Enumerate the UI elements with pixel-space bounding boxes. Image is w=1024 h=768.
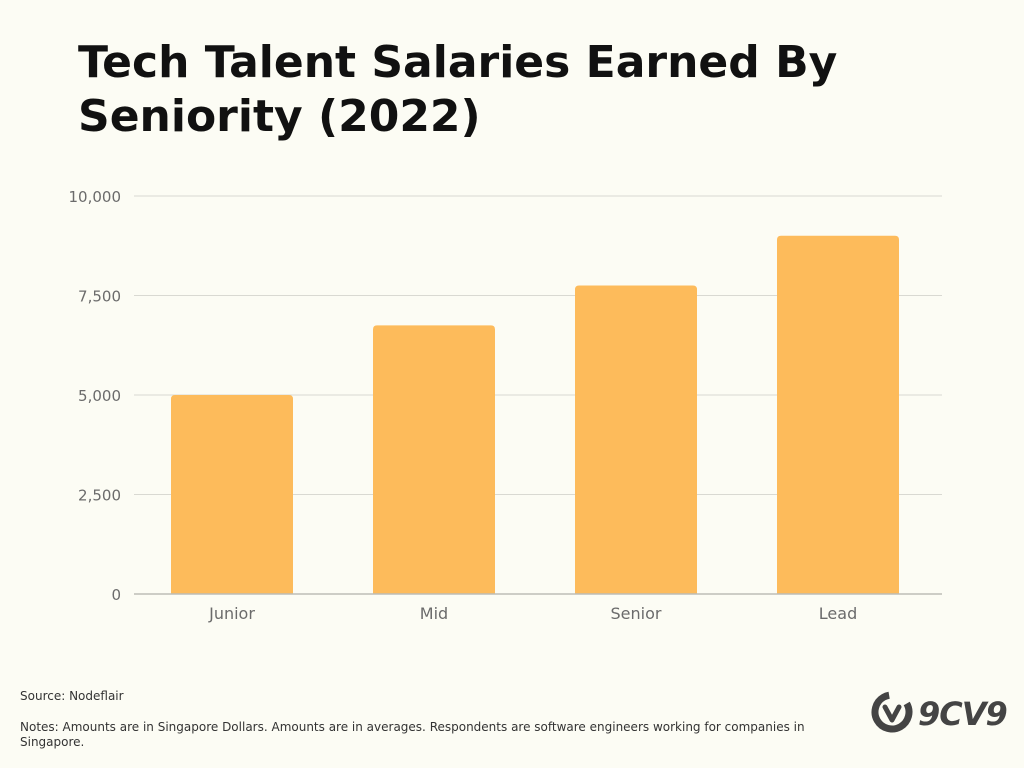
- y-tick-label: 10,000: [69, 188, 122, 206]
- 9cv9-logo-icon: [871, 691, 913, 733]
- chart-title: Tech Talent Salaries Earned By Seniority…: [78, 37, 838, 142]
- bar-lead: [777, 235, 899, 595]
- bar-senior: [575, 285, 697, 594]
- brand-logo: 9CV9: [870, 688, 1020, 738]
- x-tick-label: Lead: [819, 604, 857, 623]
- bars: [171, 235, 899, 595]
- y-tick-label: 7,500: [78, 288, 121, 306]
- bar-mid: [373, 325, 495, 594]
- x-tick-label: Senior: [611, 604, 662, 623]
- notes-text: Notes: Amounts are in Singapore Dollars.…: [20, 720, 805, 749]
- x-tick-label: Junior: [208, 604, 255, 623]
- bar-chart: 0 2,500 5,000 7,500 10,000 Junior Mid Senior Le…: [69, 188, 942, 623]
- y-tick-label: 2,500: [78, 487, 121, 505]
- y-tick-label: 0: [111, 586, 121, 604]
- y-axis-tick-labels: 0 2,500 5,000 7,500 10,000: [69, 188, 122, 604]
- source-note: Source: Nodeflair: [20, 689, 124, 703]
- logo-wordmark: 9CV9: [918, 695, 1008, 733]
- x-tick-label: Mid: [420, 604, 448, 623]
- bar-junior: [171, 395, 293, 594]
- x-axis-tick-labels: Junior Mid Senior Lead: [208, 604, 857, 623]
- y-tick-label: 5,000: [78, 387, 121, 405]
